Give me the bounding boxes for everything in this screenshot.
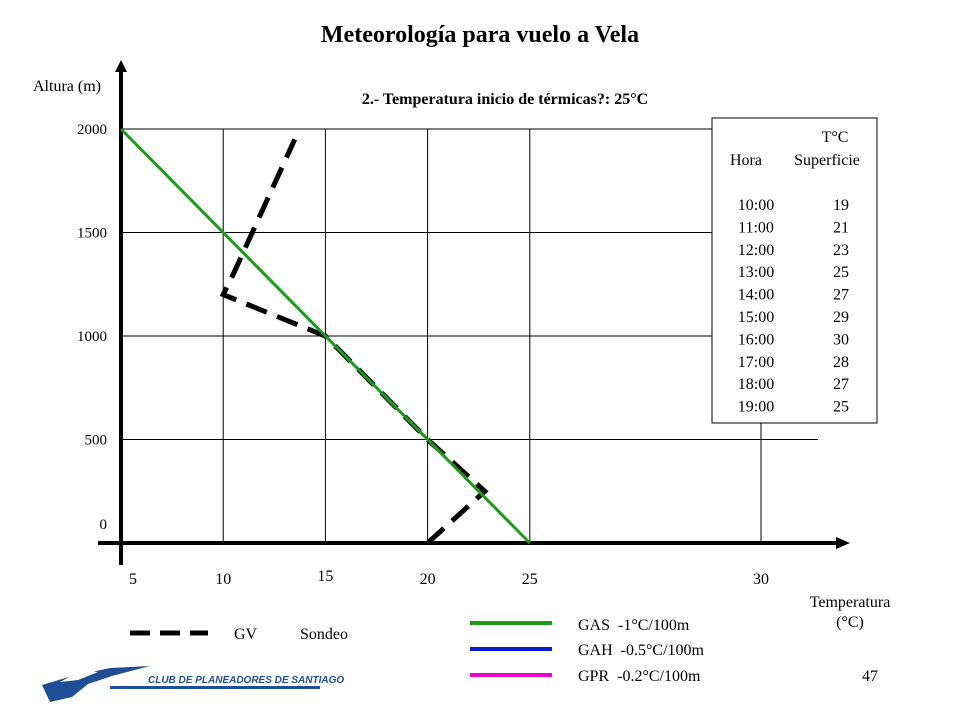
glider-tail-shape bbox=[60, 670, 98, 682]
table-cell-hora: 18:00 bbox=[738, 376, 774, 393]
table-header-hora: Hora bbox=[730, 152, 762, 169]
table-cell-temperatura: 23 bbox=[833, 242, 849, 259]
table-header-superficie: Superficie bbox=[794, 152, 860, 169]
legend-label-gas: GAS -1°C/100m bbox=[578, 617, 690, 634]
axes bbox=[98, 60, 850, 565]
page-title: Meteorología para vuelo a Vela bbox=[321, 22, 639, 48]
table-box bbox=[711, 117, 878, 424]
legend-label-sondeo: Sondeo bbox=[300, 626, 348, 643]
table-cell-hora: 16:00 bbox=[738, 331, 774, 348]
x-tick-label: 15 bbox=[317, 568, 333, 585]
legend: GV Sondeo GAS -1°C/100m GAH -0.5°C/100m … bbox=[130, 617, 705, 685]
table-cell-temperatura: 30 bbox=[833, 331, 849, 348]
table-rows: 10:00 19 11:00 21 12:00 23 13:00 25 14:00 27 15:00… bbox=[738, 197, 849, 416]
legend-label-gah: GAH -0.5°C/100m bbox=[578, 642, 705, 659]
table-cell-hora: 14:00 bbox=[738, 287, 774, 304]
tick-labels: 0 500 1000 1500 2000 5 10 15 20 25 30 bbox=[77, 122, 769, 588]
series-line-gas bbox=[119, 127, 531, 545]
table-cell-hora: 10:00 bbox=[738, 197, 774, 214]
y-tick-label: 2000 bbox=[77, 122, 107, 138]
page-number: 47 bbox=[862, 668, 878, 685]
series-line-gv-sondeo bbox=[219, 138, 489, 545]
x-axis-label-line1: Temperatura bbox=[810, 594, 891, 611]
x-axis-arrowhead bbox=[836, 537, 850, 549]
y-tick-label: 1500 bbox=[77, 226, 107, 242]
table-cell-temperatura: 29 bbox=[833, 309, 849, 326]
x-tick-label: 30 bbox=[753, 571, 769, 588]
y-axis-arrowhead bbox=[115, 60, 127, 72]
y-tick-label: 0 bbox=[100, 517, 108, 533]
legend-label-gpr: GPR -0.2°C/100m bbox=[578, 668, 701, 685]
x-axis-label-line2: (°C) bbox=[836, 614, 864, 631]
series-lines bbox=[119, 127, 531, 545]
y-tick-label: 1000 bbox=[77, 329, 107, 345]
table-cell-hora: 11:00 bbox=[738, 219, 774, 236]
table-header-tc: T°C bbox=[822, 129, 849, 146]
table-cell-temperatura: 27 bbox=[833, 287, 849, 304]
table-cell-temperatura: 19 bbox=[833, 197, 849, 214]
y-tick-label: 500 bbox=[85, 433, 108, 449]
table-cell-hora: 12:00 bbox=[738, 242, 774, 259]
glider-wing-shape bbox=[42, 666, 150, 702]
table-cell-hora: 15:00 bbox=[738, 309, 774, 326]
x-tick-label: 20 bbox=[420, 571, 436, 588]
legend-label-gv: GV bbox=[234, 626, 258, 643]
x-tick-label: 5 bbox=[129, 571, 137, 588]
chart-subtitle: 2.- Temperatura inicio de térmicas?: 25°… bbox=[362, 91, 648, 108]
y-axis-label: Altura (m) bbox=[33, 78, 101, 95]
logo-text: CLUB DE PLANEADORES DE SANTIAGO bbox=[148, 675, 344, 686]
club-logo: CLUB DE PLANEADORES DE SANTIAGO bbox=[42, 666, 344, 702]
table-cell-hora: 19:00 bbox=[738, 399, 774, 416]
surface-temperature-table: T°C Hora Superficie 10:00 19 11:00 21 12:00 2… bbox=[711, 117, 878, 424]
x-tick-label: 25 bbox=[522, 571, 538, 588]
table-cell-hora: 17:00 bbox=[738, 354, 774, 371]
table-cell-temperatura: 27 bbox=[833, 376, 849, 393]
logo-underline bbox=[110, 686, 320, 689]
table-cell-temperatura: 28 bbox=[833, 354, 849, 371]
x-tick-label: 10 bbox=[215, 571, 231, 588]
table-cell-temperatura: 25 bbox=[833, 399, 849, 416]
table-cell-temperatura: 25 bbox=[833, 264, 849, 281]
table-cell-temperatura: 21 bbox=[833, 219, 849, 236]
table-cell-hora: 13:00 bbox=[738, 264, 774, 281]
